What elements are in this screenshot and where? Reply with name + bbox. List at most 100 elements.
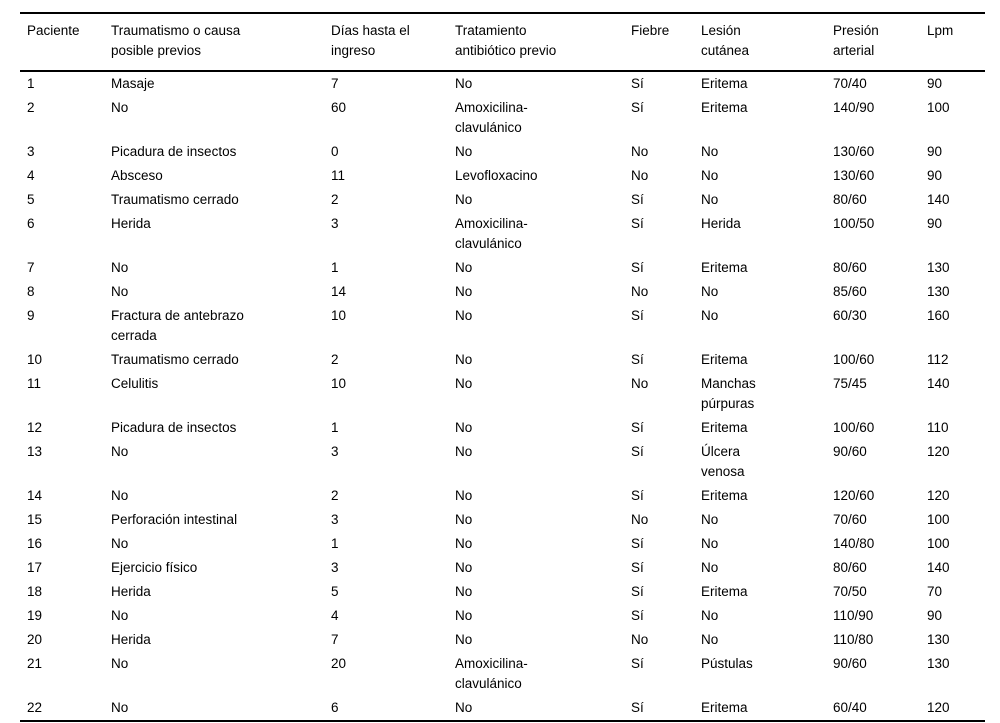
cell-tratamiento: No [448,416,624,440]
header-row: Paciente Traumatismo o causa posible prev… [20,13,985,72]
cell-value: 2 [27,100,35,115]
cell-value: No [631,632,649,647]
cell-dias: 10 [324,372,448,416]
cell-tratamiento: No [448,372,624,416]
cell-traumatismo: Masaje [104,71,324,96]
cell-value: 90 [927,144,943,159]
cell-fiebre: No [624,280,694,304]
cell-tratamiento: No [448,628,624,652]
cell-value: No [455,308,473,323]
cell-lesion: Pústulas [694,652,826,696]
cell-value: 100 [927,512,950,527]
cell-lesion: Eritema [694,484,826,508]
cell-fiebre: No [624,372,694,416]
cell-lesion: No [694,604,826,628]
cell-value: No [455,376,473,391]
cell-value: Celulitis [111,376,159,391]
cell-value: 100/60 [833,352,875,367]
cell-lpm: 90 [920,140,985,164]
cell-tratamiento: No [448,140,624,164]
cell-value: 120 [927,700,950,715]
column-header-label: Fiebre [631,23,670,38]
cell-traumatismo: Herida [104,212,324,256]
table-body: 1 Masaje 7 No Sí Eritema 70/40 90 2 No 60 Amoxicili… [20,71,985,721]
cell-value: 1 [331,420,339,435]
cell-dias: 10 [324,304,448,348]
cell-value: No [701,560,719,575]
cell-value: Perforación intestinal [111,512,238,527]
cell-presion: 85/60 [826,280,920,304]
cell-value: No [111,488,129,503]
column-header-label: Presión arterial [833,23,879,58]
patients-table: Paciente Traumatismo o causa posible prev… [20,12,985,722]
cell-value: 16 [27,536,43,551]
cell-value: No [455,608,473,623]
cell-traumatismo: Ejercicio físico [104,556,324,580]
cell-value: 3 [27,144,35,159]
cell-value: 75/45 [833,376,867,391]
cell-presion: 60/40 [826,696,920,721]
table-row: 7 No 1 No Sí Eritema 80/60 130 [20,256,985,280]
cell-traumatismo: Traumatismo cerrado [104,348,324,372]
cell-value: No [701,536,719,551]
cell-value: No [111,608,129,623]
cell-value: 90/60 [833,656,867,671]
cell-value: Sí [631,488,644,503]
cell-lesion: No [694,304,826,348]
cell-value: Sí [631,608,644,623]
cell-presion: 70/60 [826,508,920,532]
table-row: 8 No 14 No No No 85/60 130 [20,280,985,304]
cell-presion: 130/60 [826,164,920,188]
cell-presion: 90/60 [826,440,920,484]
cell-tratamiento: No [448,440,624,484]
cell-value: Eritema [701,700,748,715]
cell-value: Picadura de insectos [111,420,237,435]
table-row: 21 No 20 Amoxicilina-clavulánico Sí Pústulas 9… [20,652,985,696]
cell-tratamiento: No [448,348,624,372]
cell-value: Eritema [701,488,748,503]
cell-value: 90 [927,168,943,183]
cell-value: 140/90 [833,100,875,115]
cell-value: 80/60 [833,192,867,207]
cell-value: No [455,632,473,647]
cell-value: 21 [27,656,43,671]
cell-lesion: No [694,508,826,532]
cell-traumatismo: Celulitis [104,372,324,416]
cell-value: 19 [27,608,43,623]
cell-lesion: No [694,280,826,304]
cell-value: No [631,144,649,159]
cell-value: 18 [27,584,43,599]
cell-tratamiento: No [448,256,624,280]
cell-value: No [111,536,129,551]
cell-dias: 3 [324,556,448,580]
cell-lpm: 110 [920,416,985,440]
cell-value: Eritema [701,100,748,115]
cell-value: Herida [111,584,151,599]
table-row: 12 Picadura de insectos 1 No Sí Eritema 100/60… [20,416,985,440]
table-row: 5 Traumatismo cerrado 2 No Sí No 80/60 140 [20,188,985,212]
cell-value: Ejercicio físico [111,560,198,575]
cell-tratamiento: No [448,580,624,604]
cell-dias: 7 [324,71,448,96]
cell-value: No [701,192,719,207]
cell-presion: 140/80 [826,532,920,556]
cell-fiebre: Sí [624,556,694,580]
cell-value: 17 [27,560,43,575]
cell-value: Eritema [701,260,748,275]
cell-paciente: 15 [20,508,104,532]
cell-presion: 100/60 [826,416,920,440]
cell-value: 5 [27,192,35,207]
cell-value: Absceso [111,168,163,183]
column-header-presion: Presión arterial [826,13,920,72]
cell-lpm: 120 [920,440,985,484]
cell-value: 100/50 [833,216,875,231]
cell-value: No [455,284,473,299]
column-header-tratamiento: Tratamiento antibiótico previo [448,13,624,72]
cell-value: 80/60 [833,560,867,575]
cell-presion: 70/50 [826,580,920,604]
cell-lesion: No [694,140,826,164]
cell-dias: 1 [324,416,448,440]
cell-fiebre: Sí [624,212,694,256]
cell-value: Manchas púrpuras [701,376,756,411]
cell-value: No [701,512,719,527]
